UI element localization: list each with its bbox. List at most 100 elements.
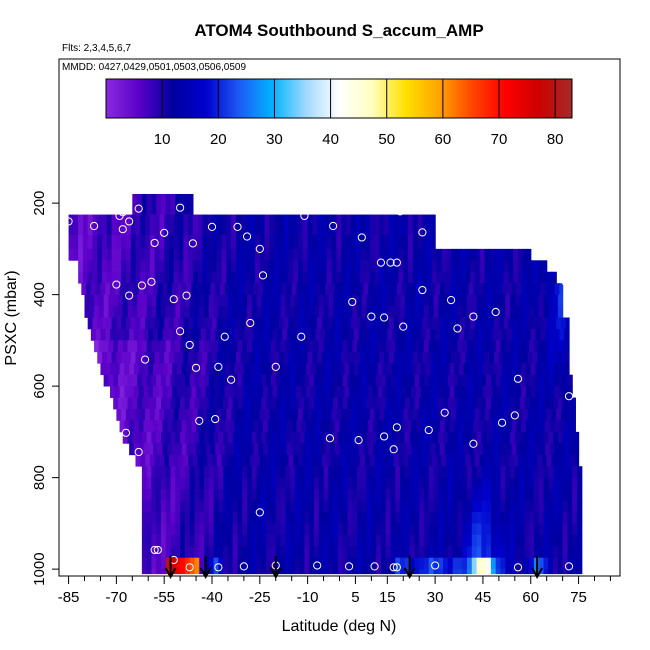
heatmap-cell bbox=[428, 557, 435, 570]
heatmap-cell bbox=[243, 420, 250, 433]
heatmap-cell bbox=[420, 420, 427, 433]
heatmap-cell bbox=[390, 523, 396, 536]
heatmap-cell bbox=[462, 466, 468, 479]
heatmap-cell bbox=[184, 193, 191, 215]
heatmap-cell bbox=[189, 306, 196, 318]
heatmap-cell bbox=[189, 466, 196, 479]
heatmap-cell bbox=[572, 397, 576, 410]
heatmap-cell bbox=[285, 294, 291, 307]
heatmap-cell bbox=[286, 283, 293, 296]
heatmap-cell bbox=[204, 306, 210, 318]
heatmap-cell bbox=[216, 214, 223, 236]
heatmap-cell bbox=[365, 271, 371, 284]
heatmap-cell bbox=[529, 511, 535, 524]
heatmap-cell bbox=[492, 420, 498, 433]
heatmap-cell bbox=[533, 294, 540, 307]
heatmap-cell bbox=[546, 351, 553, 364]
heatmap-cell bbox=[569, 386, 573, 398]
heatmap-cell bbox=[361, 523, 368, 536]
heatmap-cell bbox=[347, 374, 353, 387]
heatmap-cell bbox=[266, 466, 272, 479]
heatmap-cell bbox=[261, 340, 267, 353]
heatmap-cell bbox=[146, 557, 153, 570]
heatmap-cell bbox=[202, 454, 208, 467]
heatmap-cell bbox=[318, 306, 325, 318]
heatmap-cell bbox=[277, 283, 283, 296]
heatmap-cell bbox=[377, 363, 384, 376]
heatmap-cell bbox=[159, 248, 165, 261]
heatmap-cell bbox=[540, 328, 546, 341]
heatmap-cell bbox=[371, 557, 377, 570]
heatmap-cell bbox=[521, 283, 527, 296]
heatmap-cell bbox=[242, 557, 248, 570]
heatmap-cell bbox=[227, 557, 234, 570]
heatmap-cell bbox=[490, 477, 497, 490]
heatmap-cell bbox=[538, 523, 545, 536]
heatmap-cell bbox=[270, 340, 277, 353]
heatmap-cell bbox=[357, 431, 363, 444]
heatmap-cell bbox=[261, 569, 267, 575]
heatmap-cell bbox=[353, 443, 360, 456]
heatmap-cell bbox=[471, 546, 478, 559]
heatmap-cell bbox=[176, 363, 183, 376]
heatmap-cell bbox=[196, 386, 202, 398]
sample-point bbox=[137, 281, 146, 290]
heatmap-cell bbox=[524, 557, 530, 570]
heatmap-cell bbox=[280, 477, 286, 490]
heatmap-cell bbox=[436, 409, 443, 421]
heatmap-cell bbox=[553, 397, 559, 410]
heatmap-cell bbox=[379, 235, 385, 250]
heatmap-cell bbox=[232, 397, 239, 410]
heatmap-cell bbox=[269, 248, 275, 261]
heatmap-cell bbox=[216, 271, 223, 284]
heatmap-cell bbox=[484, 454, 490, 467]
heatmap-cell bbox=[127, 306, 133, 318]
heatmap-cell bbox=[447, 534, 454, 547]
heatmap-cell bbox=[514, 374, 521, 387]
heatmap-cell bbox=[161, 569, 167, 575]
heatmap-cell bbox=[500, 546, 506, 559]
heatmap-cell bbox=[368, 386, 374, 398]
heatmap-cell bbox=[172, 443, 178, 456]
heatmap-cell bbox=[116, 409, 122, 421]
heatmap-cell bbox=[460, 317, 467, 330]
heatmap-cell bbox=[529, 431, 535, 444]
heatmap-cell bbox=[438, 511, 444, 524]
heatmap-cell bbox=[470, 409, 476, 421]
heatmap-cell bbox=[140, 454, 146, 467]
heatmap-cell bbox=[379, 454, 385, 467]
heatmap-cell bbox=[494, 454, 500, 467]
heatmap-cell bbox=[439, 363, 446, 376]
heatmap-cell bbox=[213, 466, 219, 479]
heatmap-cell bbox=[141, 569, 148, 575]
heatmap-cell bbox=[283, 248, 290, 261]
sample-point bbox=[214, 563, 223, 572]
heatmap-cell bbox=[457, 511, 463, 524]
heatmap-cell bbox=[395, 431, 401, 444]
heatmap-cell bbox=[189, 557, 196, 570]
heatmap-cell bbox=[390, 340, 396, 353]
heatmap-cell bbox=[451, 317, 457, 330]
heatmap-cell bbox=[369, 235, 376, 250]
heatmap-cell bbox=[519, 557, 525, 570]
heatmap-cell bbox=[275, 477, 282, 490]
heatmap-cell bbox=[468, 420, 474, 433]
heatmap-cell bbox=[462, 523, 468, 536]
heatmap-cell bbox=[390, 477, 396, 490]
heatmap-cell bbox=[111, 351, 117, 364]
heatmap-cell bbox=[326, 248, 333, 261]
heatmap-cell bbox=[250, 351, 256, 364]
heatmap-cell bbox=[495, 523, 502, 536]
heatmap-cell bbox=[223, 431, 229, 444]
heatmap-cell bbox=[428, 546, 435, 559]
heatmap-cell bbox=[395, 374, 401, 387]
heatmap-cell bbox=[372, 363, 379, 376]
heatmap-cell bbox=[255, 409, 261, 421]
heatmap-cell bbox=[333, 374, 339, 387]
heatmap-cell bbox=[204, 374, 210, 387]
heatmap-cell bbox=[290, 511, 296, 524]
heatmap-cell bbox=[548, 466, 554, 479]
heatmap-cell bbox=[204, 294, 210, 307]
heatmap-cell bbox=[293, 454, 299, 467]
heatmap-cell bbox=[299, 500, 306, 513]
